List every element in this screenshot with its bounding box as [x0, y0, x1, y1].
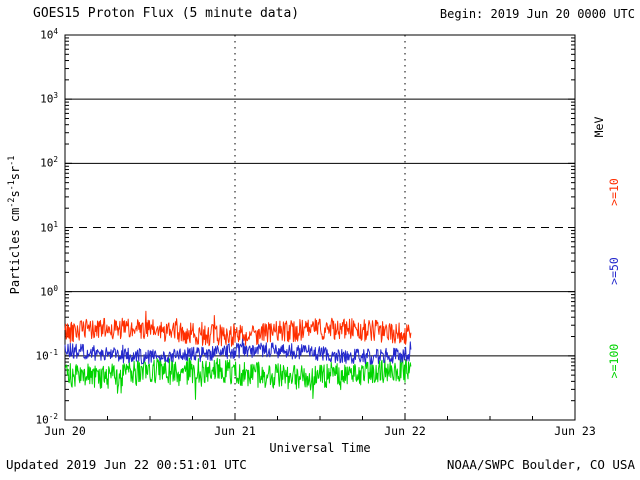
updated-timestamp: Updated 2019 Jun 22 00:51:01 UTC [6, 457, 247, 472]
y-tick-label: 102 [40, 155, 58, 170]
y-tick-label: 101 [40, 219, 58, 235]
y-tick-label: 10-2 [35, 412, 58, 427]
x-tick-label: Jun 22 [384, 424, 426, 438]
x-axis-label: Universal Time [269, 441, 371, 455]
x-tick-label: Jun 20 [44, 424, 86, 438]
credit-text: NOAA/SWPC Boulder, CO USA [446, 457, 635, 472]
page-title: GOES15 Proton Flux (5 minute data) [33, 6, 300, 21]
begin-timestamp: Begin: 2019 Jun 20 0000 UTC [439, 7, 635, 21]
y-tick-label: 103 [40, 91, 58, 106]
x-tick-label: Jun 21 [214, 424, 256, 438]
y-tick-label: 104 [40, 27, 58, 42]
series-label-ge10: >=10 [607, 178, 621, 206]
y-tick-label: 10-1 [35, 347, 58, 363]
right-axis-unit: MeV [592, 116, 606, 138]
y-tick-label: 100 [40, 283, 58, 299]
series-label-ge50: >=50 [607, 257, 621, 285]
x-tick-label: Jun 23 [554, 424, 596, 438]
series-label-ge100: >=100 [607, 343, 621, 379]
